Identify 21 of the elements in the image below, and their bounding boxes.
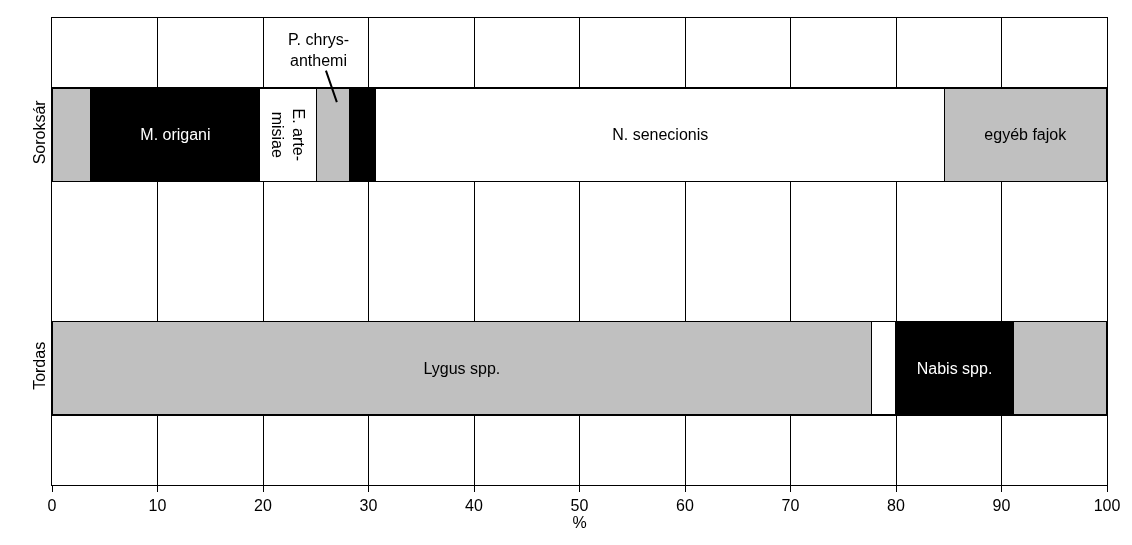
x-tick-label: 20	[254, 497, 272, 515]
series-label: Nabis spp.	[916, 359, 993, 377]
series-label: M. origani	[140, 126, 211, 144]
y-tick-label: Tordas	[30, 341, 48, 390]
x-tick-label: 50	[570, 497, 589, 515]
series-label: Lygus spp.	[423, 359, 501, 377]
x-tick-label: 0	[47, 497, 57, 515]
x-axis-title: %	[572, 514, 587, 532]
y-tick-label: Soroksár	[30, 99, 48, 165]
x-tick-label: 90	[992, 497, 1011, 515]
x-tick-label: 100	[1093, 497, 1121, 515]
series-label: E. arte- misiae	[269, 108, 308, 161]
x-tick-label: 80	[887, 497, 905, 515]
series-label: N. senecionis	[612, 126, 709, 144]
series-label: egyéb fajok	[984, 126, 1068, 144]
annotation: P. chrys- anthemi	[288, 31, 350, 69]
x-tick-label: 10	[148, 497, 167, 515]
x-tick-label: 30	[359, 497, 378, 515]
x-tick-label: 60	[676, 497, 694, 515]
x-tick-label: 40	[465, 497, 483, 515]
x-tick-label: 70	[781, 497, 800, 515]
